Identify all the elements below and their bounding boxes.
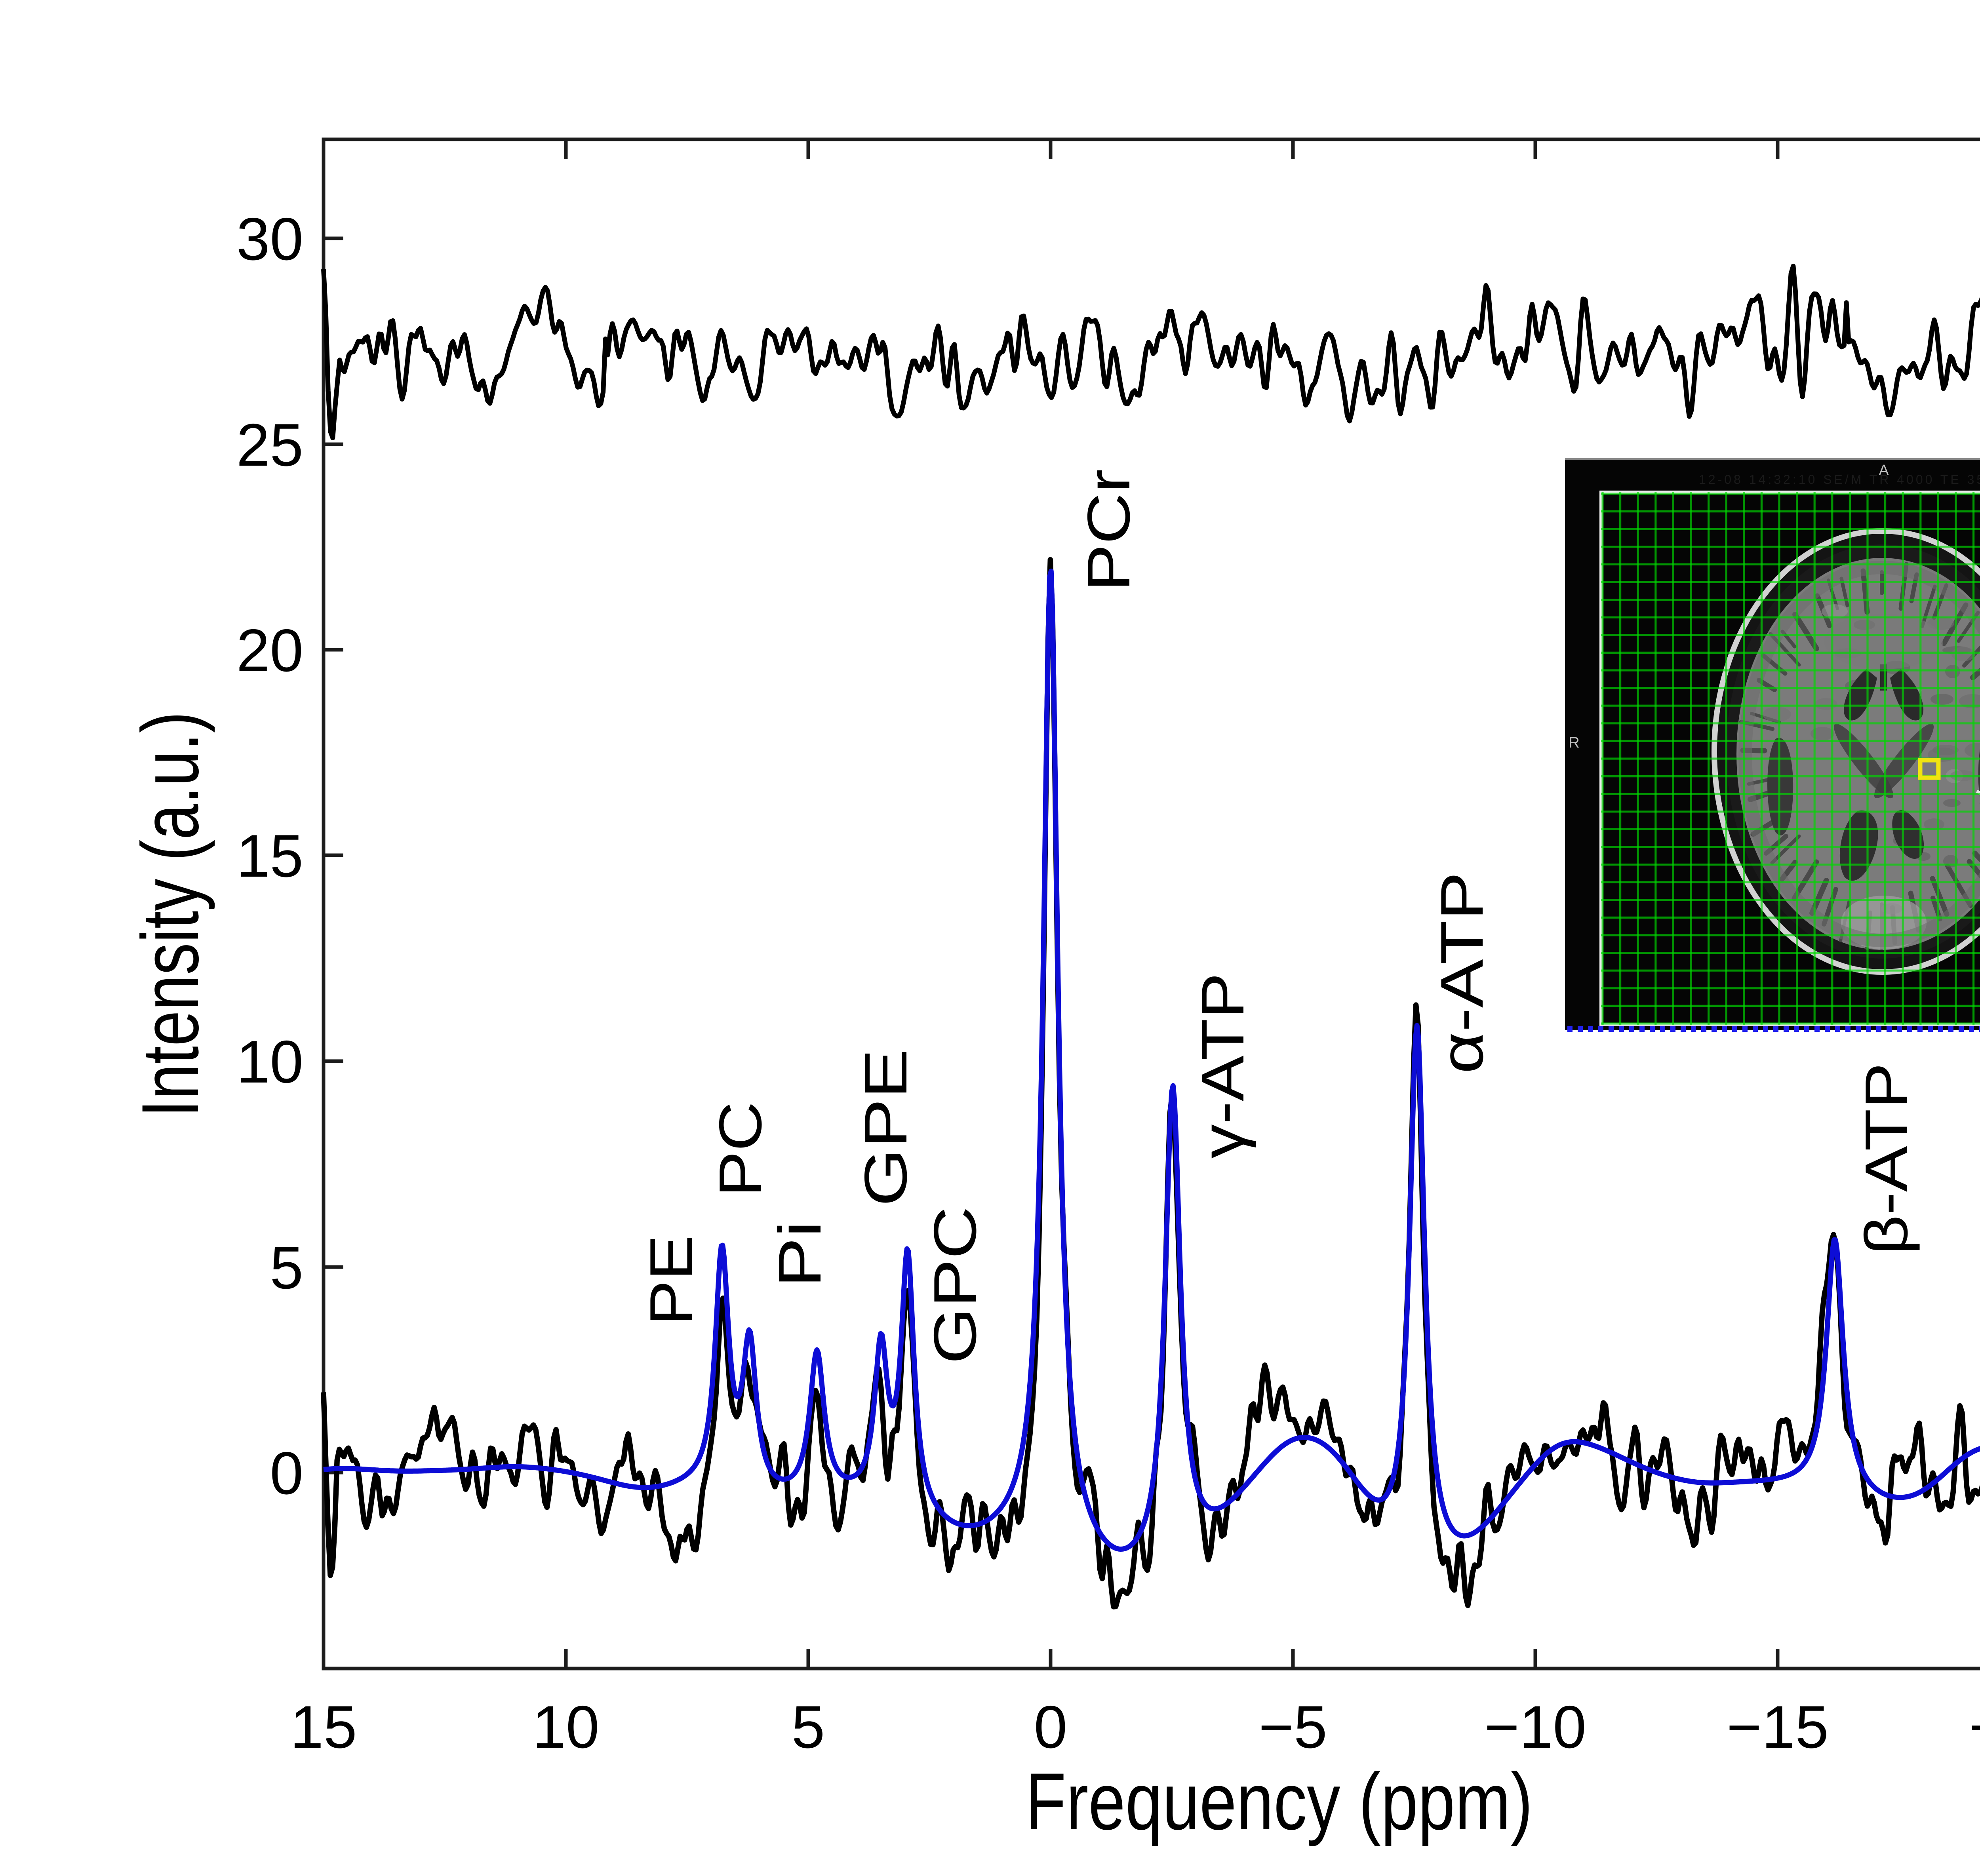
svg-text:PC: PC xyxy=(707,1102,774,1197)
svg-text:15: 15 xyxy=(290,1693,357,1761)
svg-text:Intensity (a.u.): Intensity (a.u.) xyxy=(125,712,215,1117)
svg-text:−10: −10 xyxy=(1484,1693,1586,1761)
svg-text:−5: −5 xyxy=(1258,1693,1327,1761)
svg-text:20: 20 xyxy=(236,617,303,684)
svg-text:β-ATP: β-ATP xyxy=(1853,1063,1920,1255)
svg-text:12-08 14:32:10 SE/M TR 4000: 12-08 14:32:10 SE/M TR 4000 TE 35 FoV 24… xyxy=(1699,472,1980,487)
svg-text:Frequency (ppm): Frequency (ppm) xyxy=(1026,1756,1533,1847)
svg-text:A: A xyxy=(1879,462,1889,479)
svg-text:15: 15 xyxy=(236,822,303,890)
svg-text:0: 0 xyxy=(270,1440,303,1507)
svg-text:GPC: GPC xyxy=(921,1206,989,1364)
svg-text:γ-ATP: γ-ATP xyxy=(1189,973,1257,1159)
svg-text:25: 25 xyxy=(236,411,303,479)
svg-text:R: R xyxy=(1569,734,1579,751)
svg-text:−20: −20 xyxy=(1969,1693,1980,1761)
svg-text:PE: PE xyxy=(638,1235,705,1326)
svg-text:−15: −15 xyxy=(1727,1693,1829,1761)
svg-text:PCr: PCr xyxy=(1075,469,1142,592)
svg-text:α-ATP: α-ATP xyxy=(1428,872,1496,1074)
svg-text:5: 5 xyxy=(270,1234,303,1301)
svg-text:0: 0 xyxy=(1034,1693,1068,1761)
svg-text:30: 30 xyxy=(236,205,303,273)
svg-text:10: 10 xyxy=(532,1693,599,1761)
svg-text:GPE: GPE xyxy=(852,1049,920,1206)
svg-text:10: 10 xyxy=(236,1028,303,1096)
svg-text:Pi: Pi xyxy=(766,1221,834,1288)
svg-text:5: 5 xyxy=(792,1693,825,1761)
